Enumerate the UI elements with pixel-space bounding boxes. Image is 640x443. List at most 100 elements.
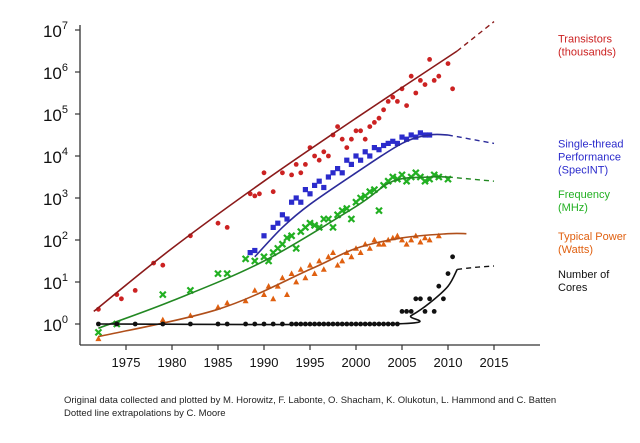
data-point [283,234,291,242]
data-point [348,161,354,167]
x-tick-label: 1985 [204,355,233,370]
data-point [310,221,319,230]
data-point [302,274,309,281]
data-point [347,215,356,223]
y-tick-label-base: 10 [43,64,62,83]
data-point [242,297,249,304]
data-point [307,191,313,197]
data-point [329,223,337,232]
data-point [344,157,350,163]
y-tick-label-exponent: 5 [62,104,68,116]
data-point [287,232,296,240]
data-point [376,147,382,153]
caption-line-2: Dotted line extrapolations by C. Moore [64,408,226,419]
data-point [339,170,345,176]
data-point [422,234,428,241]
data-point [399,236,405,243]
data-point [338,206,346,215]
y-tick-label-exponent: 6 [62,62,68,74]
y-tick-label-exponent: 0 [62,314,68,326]
legend-label-line: Single-thread [558,139,623,151]
x-tick-label: 2005 [388,355,417,370]
data-point [160,262,166,268]
series-0 [93,21,495,313]
data-point [252,193,258,199]
data-point [353,153,359,159]
data-point [371,236,378,243]
data-point [381,107,386,113]
series-4 [96,254,495,327]
legend-label-line: (SpecINT) [558,165,608,177]
legend-label-line: (Watts) [558,244,593,256]
data-point [293,278,300,285]
y-tick-label: 107 [43,20,68,41]
data-point [404,309,409,314]
data-point [339,257,346,264]
data-point [321,184,327,191]
data-point [404,103,409,108]
data-point [372,120,377,125]
legend-label-line: (MHz) [558,202,588,214]
legend-label-line: Performance [558,152,621,164]
data-point [159,290,167,299]
legend-label: Transistors (thousands) [558,34,616,59]
x-tick-label: 1975 [112,355,141,370]
legend-group: Transistors (thousands) Single-thread Perfo… [558,34,627,294]
series-1 [247,130,495,258]
data-point [325,174,331,180]
data-point [421,177,429,185]
data-point [330,249,336,255]
legend-label-line: Number of [558,269,610,281]
y-tick-label-exponent: 7 [62,20,68,32]
data-point [316,257,323,264]
data-point [445,271,451,276]
data-point [362,136,368,142]
y-tick-label-exponent: 1 [62,272,68,284]
data-point [426,236,433,243]
data-point [316,157,322,163]
data-point [431,78,437,83]
data-point [279,212,285,218]
data-point [375,206,383,215]
data-point [362,149,368,155]
data-point [274,283,281,289]
data-point [376,115,382,121]
data-point [298,199,304,205]
data-point [348,253,355,260]
data-point [297,266,304,272]
legend-label: Frequency (MHz) [558,189,610,214]
series-trend-line [93,50,458,313]
y-tick-label: 106 [43,62,68,83]
series-extrapolation-line [447,134,495,145]
data-point [224,299,231,306]
data-point [284,291,290,297]
data-point [435,232,442,239]
data-point [436,283,442,289]
data-point [289,199,295,205]
data-point [241,255,250,263]
data-point [367,124,373,129]
data-point [358,157,364,163]
data-point [224,225,230,230]
data-point [302,187,308,193]
data-point [349,136,354,142]
data-point [399,134,405,140]
data-point [315,223,323,232]
data-point [316,178,322,184]
axes [79,25,540,346]
data-point [404,136,410,142]
data-point [390,94,396,100]
data-point [403,241,410,247]
data-point [311,270,318,276]
data-point [279,274,286,281]
y-tick-label: 103 [43,188,68,209]
data-point [261,233,267,239]
y-tick-label: 101 [43,272,68,293]
x-tick-label: 2015 [480,355,509,370]
data-point [132,288,138,293]
y-tick-label-base: 10 [43,274,62,293]
series-group [93,21,495,342]
data-point [247,250,253,256]
series-3 [95,232,467,342]
data-point [344,145,350,151]
